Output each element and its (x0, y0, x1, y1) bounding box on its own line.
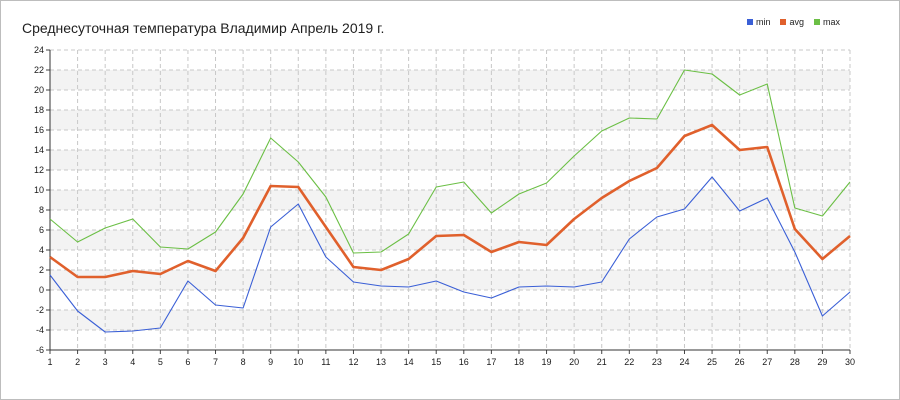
chart-title: Среднесуточная температура Владимир Апре… (22, 20, 385, 36)
y-tick-label: 8 (39, 205, 44, 215)
legend-label-min: min (755, 17, 771, 27)
x-tick-label: 29 (817, 357, 827, 367)
series-line-min (49, 176, 851, 333)
y-tick-label: 16 (34, 125, 44, 135)
x-tick-label: 14 (404, 357, 414, 367)
x-tick-label: 5 (158, 357, 163, 367)
y-tick-label: -6 (36, 345, 44, 355)
y-tick-label: 22 (34, 65, 44, 75)
y-tick-label: 12 (34, 165, 44, 175)
legend-swatch-min (746, 19, 753, 25)
grid-band (50, 270, 850, 290)
legend-item-min: min (746, 17, 771, 27)
x-tick-label: 19 (542, 357, 552, 367)
x-tick-label: 27 (762, 357, 772, 367)
x-tick-label: 6 (185, 357, 190, 367)
legend-label-avg: avg (789, 17, 804, 27)
x-tick-label: 17 (486, 357, 496, 367)
y-tick-label: 18 (34, 105, 44, 115)
series-line-max (49, 69, 851, 254)
x-tick-label: 30 (845, 357, 855, 367)
x-tick-label: 8 (241, 357, 246, 367)
legend-swatch-max (813, 19, 820, 25)
y-tick-label: 10 (34, 185, 44, 195)
x-tick-label: 22 (624, 357, 634, 367)
grid-band (50, 230, 850, 250)
chart-legend: min avg max (746, 17, 840, 27)
x-tick-label: 23 (652, 357, 662, 367)
x-tick-label: 9 (268, 357, 273, 367)
y-tick-label: -2 (36, 305, 44, 315)
x-tick-label: 26 (735, 357, 745, 367)
x-tick-label: 1 (47, 357, 52, 367)
grid-band (50, 110, 850, 130)
legend-swatch-avg (780, 19, 787, 25)
y-tick-label: 20 (34, 85, 44, 95)
legend-item-max: max (813, 17, 840, 27)
x-tick-label: 21 (597, 357, 607, 367)
y-tick-label: 6 (39, 225, 44, 235)
y-tick-label: 24 (34, 45, 44, 55)
x-tick-label: 2 (75, 357, 80, 367)
grid-band (50, 190, 850, 210)
y-tick-label: -4 (36, 325, 44, 335)
x-tick-label: 12 (348, 357, 358, 367)
grid-band (50, 310, 850, 330)
x-tick-label: 28 (790, 357, 800, 367)
x-tick-label: 11 (321, 357, 330, 367)
x-tick-label: 10 (293, 357, 303, 367)
grid-band (50, 70, 850, 90)
x-tick-label: 20 (569, 357, 579, 367)
y-tick-label: 14 (34, 145, 44, 155)
series-line-avg (49, 123, 851, 279)
x-tick-label: 18 (514, 357, 524, 367)
x-tick-label: 3 (103, 357, 108, 367)
legend-label-max: max (822, 17, 840, 27)
x-tick-label: 13 (376, 357, 386, 367)
x-tick-label: 15 (431, 357, 441, 367)
x-tick-label: 4 (130, 357, 135, 367)
y-tick-label: 4 (39, 245, 44, 255)
y-tick-label: 0 (39, 285, 44, 295)
x-tick-label: 7 (213, 357, 218, 367)
x-tick-label: 25 (707, 357, 717, 367)
y-tick-label: 2 (39, 265, 44, 275)
x-tick-label: 16 (459, 357, 469, 367)
grid-band (50, 150, 850, 170)
legend-item-avg: avg (780, 17, 804, 27)
x-tick-label: 24 (679, 357, 689, 367)
